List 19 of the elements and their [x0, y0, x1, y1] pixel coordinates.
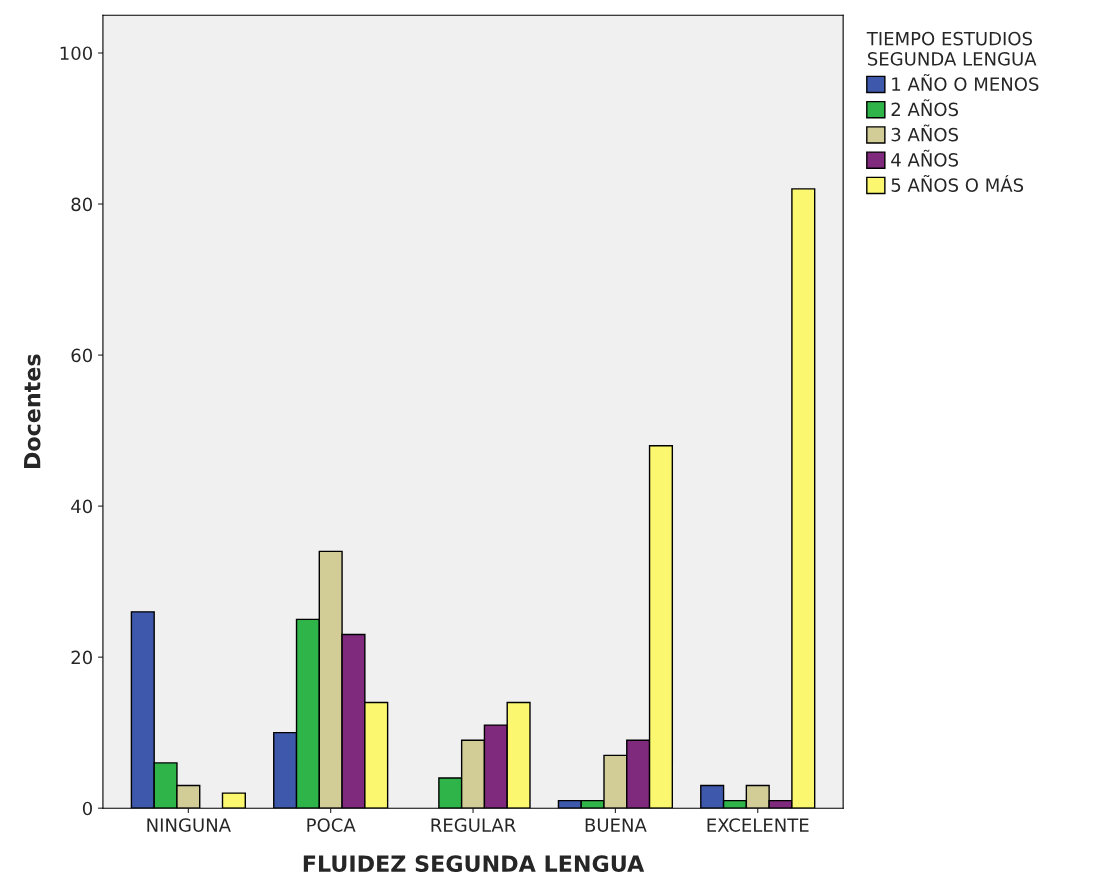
y-tick-label: 20: [71, 650, 93, 665]
y-tick-label: 40: [71, 499, 93, 514]
legend-title: TIEMPO ESTUDIOS SEGUNDA LENGUA: [866, 31, 1037, 66]
y-tick-label: 100: [60, 46, 93, 61]
legend-label: 5 AÑOS O MÁS: [891, 174, 1024, 192]
x-axis-title: FLUIDEZ SEGUNDA LENGUA: [303, 855, 645, 873]
legend-label: 3 AÑOS: [891, 124, 959, 142]
x-tick-label: EXCELENTE: [707, 818, 809, 832]
x-tick-label: BUENA: [585, 818, 647, 832]
legend-label: 4 AÑOS: [891, 149, 959, 167]
x-tick-label: REGULAR: [431, 818, 516, 832]
legend-label: 1 AÑO O MENOS: [892, 74, 1039, 91]
x-tick-label: POCA: [307, 818, 356, 832]
y-tick-label: 60: [71, 348, 93, 363]
x-tick-label: NINGUNA: [147, 818, 231, 832]
y-tick-label: 80: [71, 197, 93, 212]
y-axis-title: Docentes: [24, 354, 41, 469]
legend-label: 2 AÑOS: [891, 99, 959, 117]
y-tick-label: 0: [82, 801, 93, 816]
